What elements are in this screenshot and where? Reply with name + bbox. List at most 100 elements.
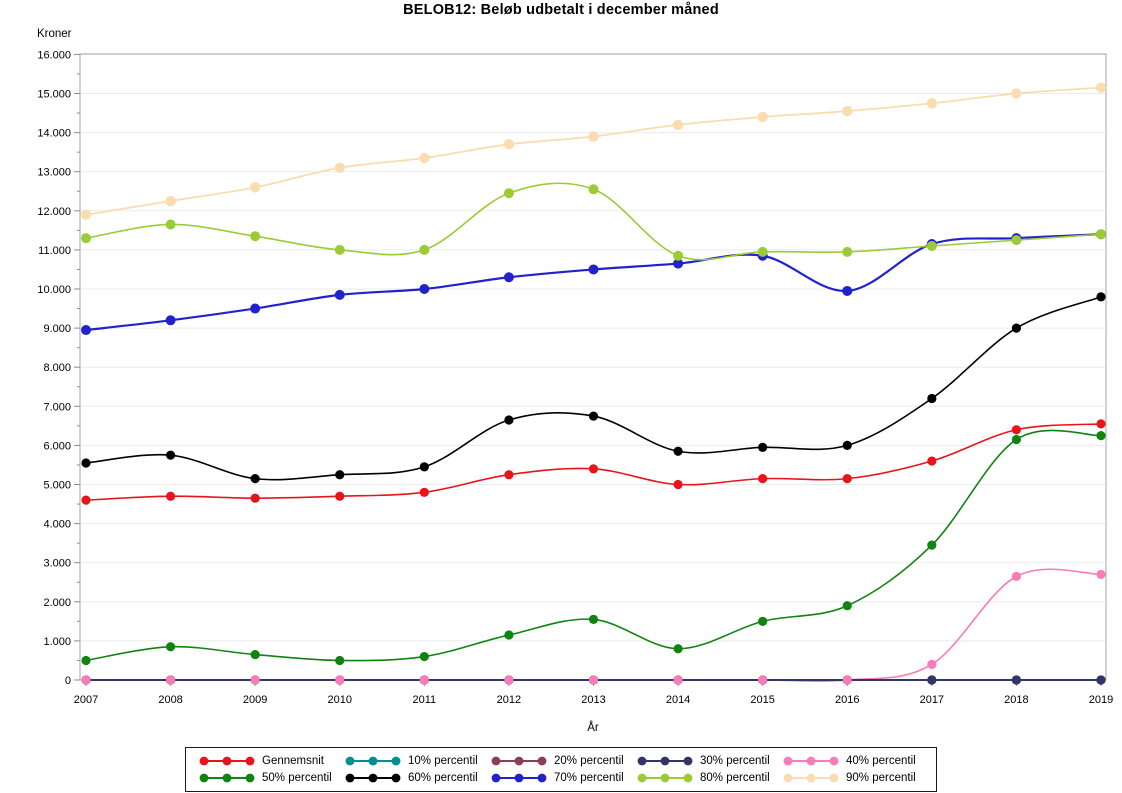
data-point bbox=[165, 195, 176, 207]
y-tick-label: 2.000 bbox=[43, 597, 71, 609]
data-point bbox=[673, 479, 683, 490]
series-line bbox=[86, 568, 1102, 682]
data-point bbox=[419, 152, 430, 164]
y-tick-label: 5.000 bbox=[43, 480, 71, 492]
data-point bbox=[335, 491, 345, 501]
y-tick-label: 4.000 bbox=[43, 519, 71, 531]
x-tick-label: 2018 bbox=[1004, 694, 1028, 706]
data-point bbox=[165, 315, 176, 326]
legend-series-swatch-icon bbox=[345, 773, 401, 782]
legend-label: 20% percentil bbox=[554, 754, 624, 767]
data-point bbox=[81, 458, 91, 468]
data-point bbox=[926, 240, 937, 251]
data-point bbox=[758, 442, 768, 452]
data-point bbox=[842, 440, 852, 450]
series-line bbox=[85, 296, 1102, 481]
data-point bbox=[1011, 571, 1022, 581]
legend-series-swatch-icon bbox=[199, 756, 255, 765]
data-point bbox=[758, 474, 768, 484]
legend-label: 10% percentil bbox=[408, 754, 478, 767]
y-tick-label: 0 bbox=[65, 675, 71, 687]
data-point bbox=[927, 659, 937, 669]
data-point bbox=[419, 244, 430, 255]
data-point bbox=[250, 231, 261, 242]
data-point bbox=[335, 675, 345, 685]
data-point bbox=[673, 644, 683, 654]
data-point bbox=[588, 614, 599, 624]
x-tick-label: 2007 bbox=[74, 694, 98, 706]
legend-series-swatch-icon bbox=[637, 773, 693, 782]
data-point bbox=[81, 233, 91, 244]
data-point bbox=[588, 264, 599, 275]
data-point bbox=[335, 470, 345, 480]
data-point bbox=[419, 462, 429, 472]
y-axis-title: Kroner bbox=[37, 28, 72, 40]
data-point bbox=[927, 540, 937, 550]
data-point bbox=[842, 675, 852, 685]
legend-series-swatch-icon bbox=[491, 773, 547, 782]
series-line bbox=[85, 182, 1102, 261]
x-tick-label: 2013 bbox=[581, 694, 605, 706]
data-point bbox=[842, 285, 853, 296]
line-chart: 0 1.000 2.000 3.000 4.000 5.000 6.000 7.000 8.00… bbox=[37, 49, 1113, 706]
y-tick-label: 10.000 bbox=[37, 284, 71, 296]
data-point bbox=[80, 209, 92, 220]
data-point bbox=[1011, 434, 1022, 445]
data-point bbox=[419, 675, 429, 685]
x-tick-label: 2014 bbox=[666, 694, 690, 706]
y-tick-label: 8.000 bbox=[43, 362, 71, 374]
data-point bbox=[758, 616, 768, 626]
x-tick-label: 2019 bbox=[1089, 694, 1113, 706]
data-point bbox=[165, 675, 176, 685]
data-point bbox=[419, 487, 429, 497]
legend-item: 20% percentil bbox=[490, 755, 632, 767]
data-point bbox=[588, 675, 599, 685]
legend-item: 80% percentil bbox=[636, 772, 778, 784]
data-point bbox=[504, 675, 514, 685]
series-line bbox=[85, 233, 1102, 332]
data-point bbox=[503, 272, 514, 283]
data-point bbox=[250, 649, 260, 660]
legend-item: 50% percentil bbox=[198, 772, 340, 784]
legend-item: 70% percentil bbox=[490, 772, 632, 784]
data-point bbox=[334, 289, 345, 300]
chart-title: BELOB12: Beløb udbetalt i december måned bbox=[403, 2, 719, 18]
legend-item: Gennemsnit bbox=[198, 755, 340, 767]
y-tick-label: 11.000 bbox=[38, 245, 71, 257]
data-point bbox=[1095, 229, 1106, 240]
data-point bbox=[1096, 675, 1106, 685]
data-point bbox=[1011, 675, 1022, 685]
x-tick-label: 2008 bbox=[158, 694, 182, 706]
x-tick-label: 2011 bbox=[413, 694, 437, 706]
x-tick-label: 2012 bbox=[497, 694, 521, 706]
data-point bbox=[1096, 431, 1106, 441]
data-point bbox=[504, 415, 514, 425]
data-point bbox=[249, 182, 261, 193]
data-point bbox=[1011, 235, 1022, 246]
legend-label: 80% percentil bbox=[700, 771, 770, 784]
data-point bbox=[927, 456, 937, 466]
data-point bbox=[250, 493, 260, 503]
legend-series-swatch-icon bbox=[491, 756, 547, 765]
data-point bbox=[927, 393, 937, 404]
data-point bbox=[1096, 569, 1106, 580]
data-point bbox=[673, 446, 683, 456]
data-point bbox=[757, 111, 768, 123]
data-point bbox=[757, 246, 768, 257]
data-point bbox=[165, 450, 176, 460]
y-tick-label: 12.000 bbox=[37, 206, 71, 218]
legend-item: 30% percentil bbox=[636, 755, 778, 767]
data-point bbox=[165, 219, 176, 230]
legend-label: 60% percentil bbox=[408, 771, 478, 784]
data-point bbox=[250, 303, 261, 314]
data-point bbox=[842, 105, 853, 117]
data-point bbox=[842, 474, 852, 484]
data-point bbox=[419, 284, 430, 294]
legend-item: 10% percentil bbox=[344, 755, 486, 767]
x-tick-label: 2010 bbox=[328, 694, 352, 706]
legend-label: 30% percentil bbox=[700, 754, 770, 767]
data-point bbox=[503, 188, 514, 199]
data-point bbox=[673, 675, 683, 685]
data-point bbox=[334, 244, 345, 255]
legend-series-swatch-icon bbox=[199, 773, 255, 782]
